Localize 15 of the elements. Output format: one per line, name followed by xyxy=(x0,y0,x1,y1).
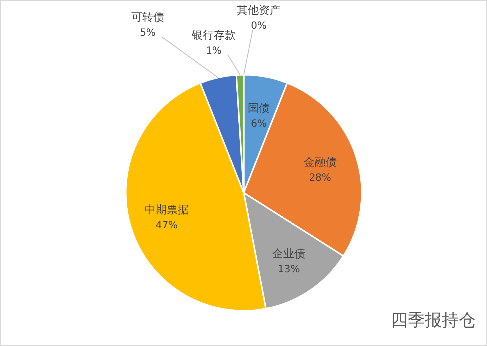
slice-label: 国债 xyxy=(248,102,270,116)
data-label: 28% xyxy=(309,173,332,184)
data-label: 6% xyxy=(251,119,267,130)
data-label: 1% xyxy=(206,46,222,57)
category-label: 其他资产 xyxy=(237,4,281,17)
data-label: 47% xyxy=(156,220,178,232)
slice-label: 金融债 xyxy=(304,156,337,170)
text: 0% xyxy=(251,21,267,32)
text: 四季报持仓 xyxy=(391,311,476,331)
slice-label: 中期票据 xyxy=(144,203,189,216)
slice-label: 企业债 xyxy=(272,247,306,260)
data-label: 13% xyxy=(278,264,300,276)
data-label: 5% xyxy=(140,28,156,39)
slice-label: 银行存款 xyxy=(191,29,236,42)
slice-label: 可转债 xyxy=(132,11,164,24)
